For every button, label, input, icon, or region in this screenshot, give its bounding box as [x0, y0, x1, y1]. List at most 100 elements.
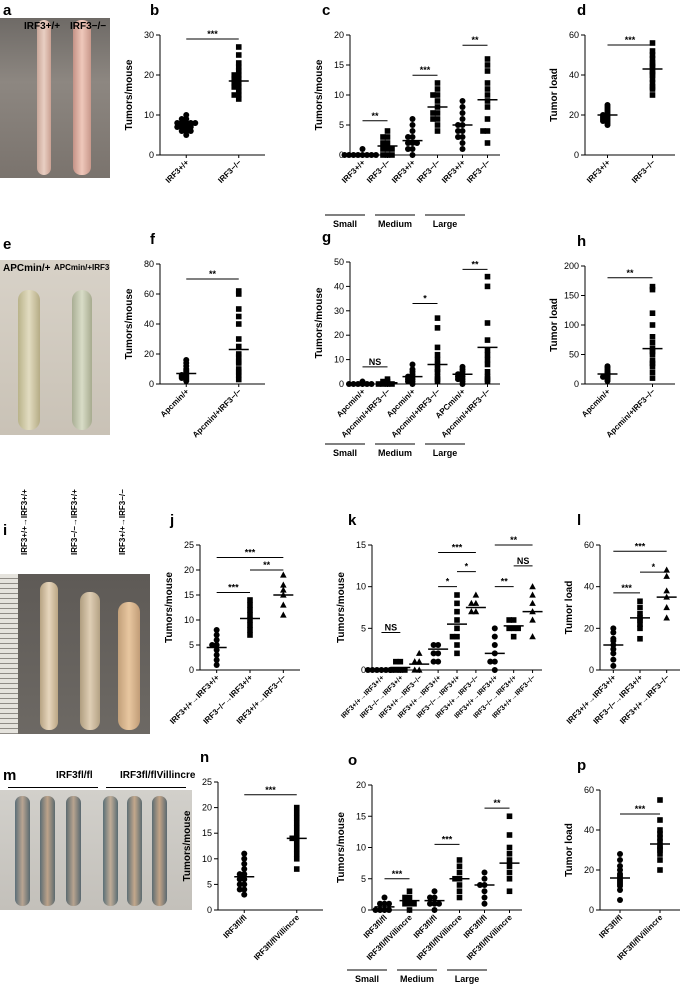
y-tick-label: 15 [356, 540, 366, 550]
significance-label: NS [517, 556, 530, 566]
data-point [600, 118, 606, 124]
colon-specimen [66, 796, 81, 906]
x-tick-label: IRF3+/+ [164, 158, 191, 185]
ruler [0, 574, 18, 734]
data-point [649, 363, 656, 370]
panel-letter: f [150, 231, 156, 248]
data-point [657, 857, 663, 863]
chart-j: j0510152025Tumors/mouseIRF3+/+→IRF3+/+IR… [164, 512, 300, 726]
significance-label: NS [385, 623, 398, 633]
data-point [280, 601, 287, 608]
data-point [380, 378, 386, 385]
group-label: Large [433, 448, 458, 458]
data-point [459, 134, 466, 140]
data-point [293, 815, 300, 821]
panel-letter: n [200, 749, 209, 766]
data-point [409, 128, 416, 134]
data-point [454, 608, 460, 615]
data-point [235, 321, 242, 327]
data-point [649, 52, 656, 58]
data-point [235, 88, 242, 94]
data-point [372, 907, 379, 913]
data-point [484, 283, 491, 290]
data-point [663, 614, 670, 621]
data-point [431, 907, 438, 913]
data-point [231, 80, 238, 86]
data-point [506, 844, 513, 851]
y-axis-label: Tumor load [549, 68, 560, 122]
data-point [459, 116, 466, 122]
data-point [487, 658, 494, 665]
panel-letter: d [577, 2, 586, 19]
significance-label: * [652, 562, 656, 572]
panel-letter: h [577, 233, 586, 250]
x-tick-label: IRF3−/− [365, 158, 392, 185]
data-point [617, 851, 623, 857]
y-tick-label: 80 [144, 259, 154, 269]
chart-k: k051015Tumors/mouseIRF3+/+→IRF3+/+IRF3−/… [336, 512, 543, 720]
data-point [454, 633, 460, 640]
data-point [236, 881, 243, 888]
significance-label: *** [245, 548, 256, 558]
data-point [293, 845, 300, 852]
data-point [657, 851, 663, 857]
data-point [454, 625, 460, 632]
data-point [235, 68, 242, 74]
data-point [235, 288, 242, 294]
data-point [459, 104, 466, 110]
group-bar [8, 787, 98, 788]
data-point [637, 617, 643, 623]
data-point [649, 76, 656, 82]
data-point [235, 84, 242, 90]
x-tick-label: Apcmin/+IRF3−/− [604, 387, 657, 440]
data-point [455, 128, 461, 134]
data-point [649, 369, 656, 375]
data-point [484, 320, 491, 326]
data-point [431, 888, 438, 895]
data-point [434, 366, 441, 373]
x-tick-label: IRF3+/+→IRF3−/− [618, 673, 671, 726]
data-point [434, 116, 441, 122]
data-point [406, 888, 413, 895]
data-point [484, 351, 491, 358]
data-point [510, 617, 517, 623]
data-point [657, 867, 663, 873]
data-point [506, 857, 513, 863]
data-point [235, 291, 242, 297]
colon-specimen [40, 796, 55, 906]
data-point [380, 140, 386, 146]
data-point [434, 80, 441, 86]
x-tick-label: IRF3+/+ [340, 158, 367, 185]
data-point [456, 894, 463, 901]
data-point [484, 92, 491, 98]
data-point [380, 152, 386, 158]
data-point [235, 306, 242, 312]
data-point [484, 373, 491, 380]
data-point [617, 863, 623, 869]
data-point [649, 286, 656, 293]
data-point [235, 354, 242, 360]
significance-label: ** [510, 535, 518, 545]
data-point [430, 92, 436, 98]
significance-label: NS [369, 357, 382, 367]
data-point [183, 112, 190, 118]
data-point [529, 591, 536, 598]
data-point [454, 600, 460, 607]
panel-e-photo: APCmin/+ APCmin/+IRF3−/− [0, 260, 110, 435]
colon-specimen [103, 796, 118, 906]
data-point [235, 351, 242, 357]
panel-m-photo [0, 790, 192, 910]
data-point [649, 80, 656, 86]
data-point [484, 128, 491, 134]
data-point [434, 315, 441, 321]
panel-a-letter: a [3, 2, 12, 19]
y-tick-label: 0 [207, 905, 212, 915]
y-tick-label: 20 [334, 30, 344, 40]
data-point [346, 381, 352, 387]
significance-label: *** [228, 583, 239, 593]
data-point [610, 650, 617, 657]
data-point [657, 797, 663, 803]
x-tick-label: IRF3fl/flVillincre [252, 913, 301, 962]
x-tick-label: IRF3−/−→IRF3+/+ [592, 673, 645, 726]
data-point [468, 599, 475, 606]
